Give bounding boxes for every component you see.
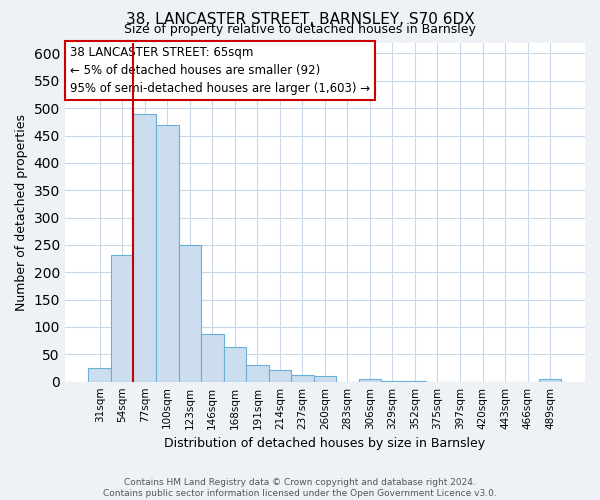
X-axis label: Distribution of detached houses by size in Barnsley: Distribution of detached houses by size … [164, 437, 485, 450]
Text: Contains HM Land Registry data © Crown copyright and database right 2024.
Contai: Contains HM Land Registry data © Crown c… [103, 478, 497, 498]
Text: 38, LANCASTER STREET, BARNSLEY, S70 6DX: 38, LANCASTER STREET, BARNSLEY, S70 6DX [125, 12, 475, 28]
Bar [224, 347, 246, 382]
Bar [381, 380, 404, 382]
Text: Size of property relative to detached houses in Barnsley: Size of property relative to detached ho… [124, 24, 476, 36]
Bar [133, 114, 156, 382]
Y-axis label: Number of detached properties: Number of detached properties [15, 114, 28, 310]
Bar [88, 368, 111, 382]
Bar [201, 334, 224, 382]
Bar [246, 366, 269, 382]
Bar [269, 370, 291, 382]
Bar [314, 376, 336, 382]
Bar [359, 379, 381, 382]
Bar [156, 124, 179, 382]
Bar [404, 381, 426, 382]
Bar [291, 374, 314, 382]
Bar [111, 255, 133, 382]
Text: 38 LANCASTER STREET: 65sqm
← 5% of detached houses are smaller (92)
95% of semi-: 38 LANCASTER STREET: 65sqm ← 5% of detac… [70, 46, 370, 95]
Bar [539, 379, 562, 382]
Bar [179, 245, 201, 382]
